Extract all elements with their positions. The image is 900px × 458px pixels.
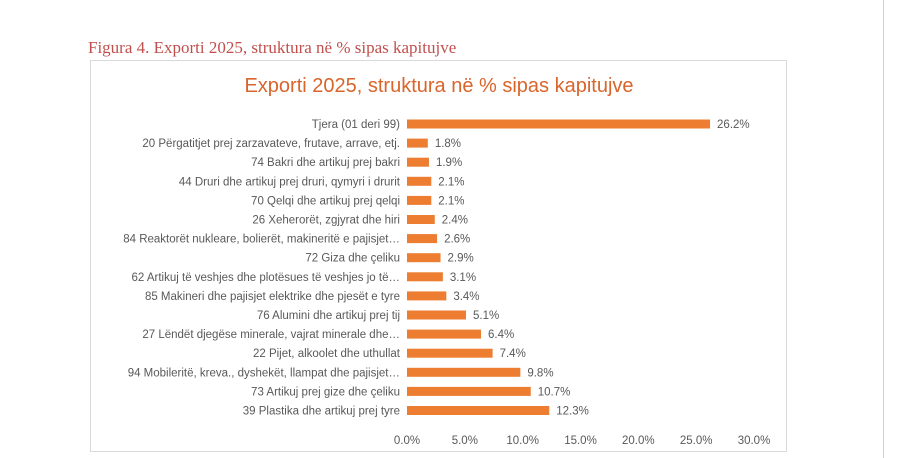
- category-label: 84 Reaktorët nukleare, bolierët, makiner…: [123, 234, 400, 246]
- bar: [407, 291, 447, 301]
- category-label: 74 Bakri dhe artikuj prej bakri: [251, 157, 400, 169]
- data-label: 12.3%: [556, 406, 589, 418]
- bar: [407, 157, 429, 167]
- data-label: 5.1%: [473, 310, 499, 322]
- chart-title: Exporti 2025, struktura në % sipas kapit…: [244, 75, 633, 97]
- bar: [407, 348, 493, 358]
- data-label: 6.4%: [488, 329, 514, 341]
- category-label: 26 Xeherorët, zgjyrat dhe hiri: [252, 215, 400, 227]
- bar: [407, 329, 482, 339]
- chart-frame: Exporti 2025, struktura në % sipas kapit…: [90, 60, 787, 452]
- data-label: 2.1%: [438, 195, 464, 207]
- data-label: 1.8%: [435, 138, 461, 150]
- bar: [407, 367, 521, 377]
- category-label: 27 Lëndët djegëse minerale, vajrat miner…: [142, 329, 400, 341]
- figure-caption: Figura 4. Exporti 2025, struktura në % s…: [88, 38, 457, 57]
- category-label: Tjera (01 deri 99): [312, 119, 400, 131]
- bar-chart: Exporti 2025, struktura në % sipas kapit…: [123, 75, 770, 447]
- category-label: 44 Druri dhe artikuj prej druri, qymyri …: [179, 176, 401, 188]
- data-label: 2.4%: [442, 215, 468, 227]
- x-tick-label: 20.0%: [622, 435, 655, 447]
- bar: [407, 138, 428, 148]
- bar: [407, 119, 711, 129]
- page-edge-rule: [883, 0, 884, 458]
- category-label: 76 Alumini dhe artikuj prej tij: [257, 310, 400, 322]
- data-label: 26.2%: [717, 119, 750, 131]
- bar: [407, 176, 432, 186]
- x-tick-label: 5.0%: [452, 435, 478, 447]
- bar: [407, 215, 435, 224]
- category-label: 85 Makineri dhe pajisjet elektrike dhe p…: [145, 291, 400, 303]
- data-label: 2.1%: [438, 176, 464, 188]
- data-label: 7.4%: [500, 348, 526, 360]
- data-label: 3.1%: [450, 272, 476, 284]
- category-label: 70 Qelqi dhe artikuj prej qelqi: [251, 195, 400, 207]
- category-label: 22 Pijet, alkoolet dhe uthullat: [253, 348, 401, 360]
- data-label: 2.9%: [448, 253, 474, 265]
- category-label: 94 Mobileritë, kreva., dyshekët, llampat…: [128, 367, 400, 379]
- category-label: 73 Artikuj prej gize dhe çeliku: [251, 386, 400, 398]
- x-tick-label: 30.0%: [738, 435, 771, 447]
- bar: [407, 386, 531, 396]
- data-label: 3.4%: [453, 291, 479, 303]
- bar: [407, 406, 550, 415]
- x-tick-label: 10.0%: [506, 435, 539, 447]
- data-label: 10.7%: [538, 386, 571, 398]
- bar: [407, 310, 466, 320]
- chart-rows: Tjera (01 deri 99) 26.2% 20 Përgatitjet pr…: [123, 119, 749, 418]
- data-label: 1.9%: [436, 157, 462, 169]
- bar: [407, 234, 438, 244]
- x-tick-label: 0.0%: [394, 435, 420, 447]
- category-label: 62 Artikuj të veshjes dhe plotësues të v…: [132, 272, 401, 284]
- data-label: 2.6%: [444, 234, 470, 246]
- bar: [407, 272, 443, 282]
- x-tick-label: 15.0%: [564, 435, 597, 447]
- bar: [407, 195, 432, 205]
- bar: [407, 253, 441, 263]
- x-axis-ticks: 0.0% 5.0% 10.0% 15.0% 20.0% 25.0% 30.0%: [394, 435, 770, 447]
- x-tick-label: 25.0%: [680, 435, 713, 447]
- category-label: 72 Giza dhe çeliku: [305, 253, 400, 265]
- category-label: 20 Përgatitjet prej zarzavateve, frutave…: [142, 138, 400, 150]
- data-label: 9.8%: [527, 367, 553, 379]
- category-label: 39 Plastika dhe artikuj prej tyre: [243, 406, 400, 418]
